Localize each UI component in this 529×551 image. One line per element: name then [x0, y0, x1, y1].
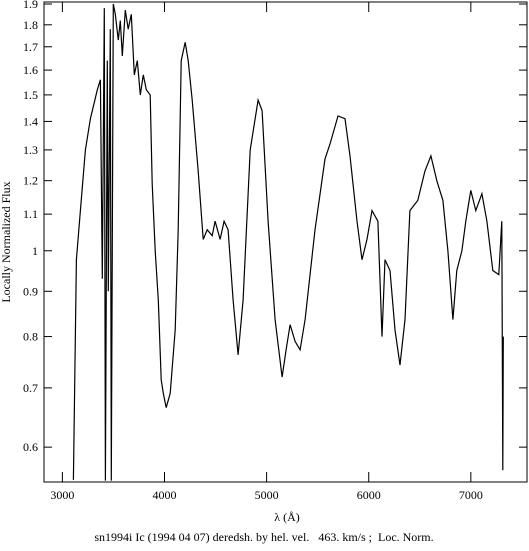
- y-tick-label: 0.8: [23, 330, 38, 344]
- y-tick-label: 1: [32, 244, 38, 258]
- y-tick-label: 1.7: [23, 40, 38, 54]
- y-tick-label: 0.7: [23, 381, 38, 395]
- y-tick-label: 1.1: [23, 207, 38, 221]
- y-tick-label: 0.6: [23, 440, 38, 454]
- chart-title: sn1994i Ic (1994 04 07) deredsh. by hel.…: [94, 530, 433, 544]
- y-axis-label: Locally Normalized Flux: [0, 181, 13, 302]
- y-tick-label: 1.4: [23, 114, 38, 128]
- y-tick-label: 1.2: [23, 174, 38, 188]
- x-tick-label: 7000: [459, 488, 483, 502]
- x-tick-label: 5000: [255, 488, 279, 502]
- plot-frame: [43, 1, 528, 483]
- x-tick-label: 3000: [50, 488, 74, 502]
- y-tick-label: 1.8: [23, 18, 38, 32]
- x-tick-label: 6000: [357, 488, 381, 502]
- y-tick-label: 0.9: [23, 284, 38, 298]
- x-axis-label: λ (Å): [274, 510, 299, 524]
- x-tick-label: 4000: [152, 488, 176, 502]
- y-tick-label: 1.3: [23, 143, 38, 157]
- y-tick-label: 1.6: [23, 63, 38, 77]
- y-tick-label: 1.9: [23, 0, 38, 11]
- y-tick-label: 1.5: [23, 88, 38, 102]
- spectrum-line: [72, 3, 504, 481]
